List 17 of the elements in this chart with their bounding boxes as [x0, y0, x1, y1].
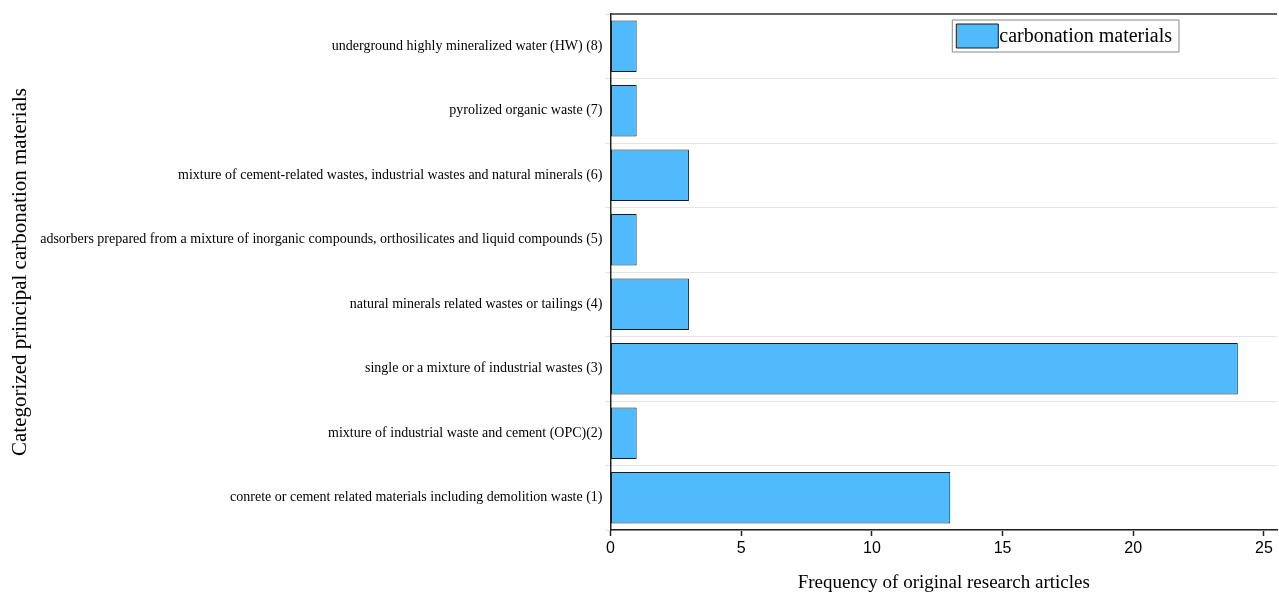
x-tick-label: 25	[1255, 539, 1273, 557]
x-axis-title: Frequency of original research articles	[797, 570, 1090, 592]
y-tick-label: underground highly mineralized water (HW) (8)	[331, 37, 603, 54]
x-tick-label: 10	[862, 539, 881, 557]
x-tick-label: 15	[993, 539, 1012, 557]
y-tick-label: conrete or cement related materials including demolition waste (1)	[230, 489, 603, 506]
x-tick-label: 20	[1124, 539, 1143, 557]
y-axis-title: Categorized principal carbonation materials	[7, 88, 32, 456]
y-tick-label: mixture of industrial waste and cement (OPC)(2)	[328, 424, 603, 441]
y-tick-label: pyrolized organic waste (7)	[449, 102, 603, 119]
y-tick-label: single or a mixture of industrial wastes (3)	[364, 360, 603, 377]
legend-label: carbonation materials	[999, 24, 1173, 47]
x-tick-label: 0	[606, 539, 616, 557]
y-tick-label: natural minerals related wastes or tailings (4)	[349, 295, 603, 312]
y-tick-label: adsorbers prepared from a mixture of inorganic compounds, orthosilicates and liquid compounds (5)	[40, 231, 603, 248]
x-tick-label: 5	[736, 539, 746, 557]
y-tick-label: mixture of cement-related wastes, industrial wastes and natural minerals (6)	[177, 166, 603, 183]
